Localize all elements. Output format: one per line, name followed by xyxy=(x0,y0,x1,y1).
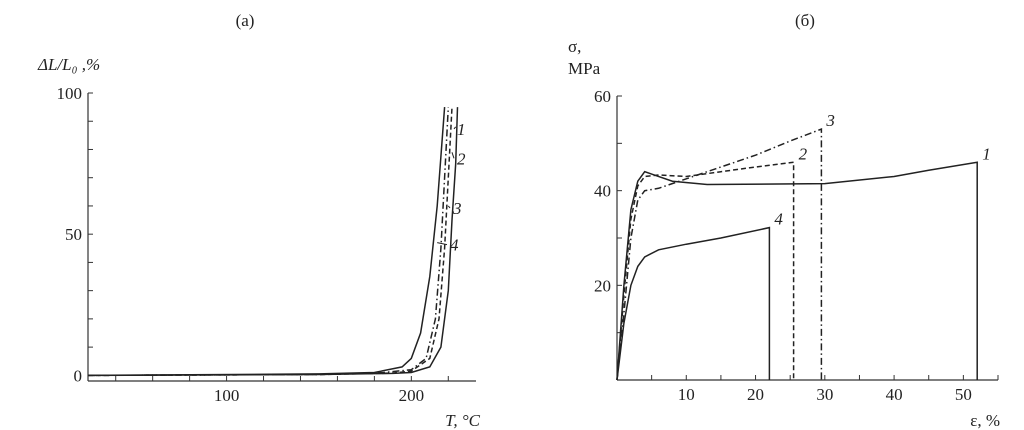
series-3-line xyxy=(616,128,823,381)
series-1-line xyxy=(616,161,978,381)
series-label: 1 xyxy=(457,120,466,139)
series-2-line xyxy=(616,161,795,381)
y-axis-label: ΔL/L₀ ,% xyxy=(37,55,100,74)
series-label-leader xyxy=(437,242,448,246)
x-axis-label: ε, % xyxy=(970,411,1000,430)
series-label-leader xyxy=(447,205,451,209)
panel-title: (б) xyxy=(795,11,815,30)
x-axis-label: T, °C xyxy=(445,411,480,430)
x-tick-label: 50 xyxy=(955,385,972,404)
panel-title: (a) xyxy=(236,11,255,30)
x-tick-label: 20 xyxy=(747,385,764,404)
x-tick-label: 10 xyxy=(678,385,695,404)
x-tick-label: 40 xyxy=(886,385,903,404)
series-4-line xyxy=(87,107,446,377)
y-tick-label: 100 xyxy=(57,84,83,103)
y-tick-label: 20 xyxy=(594,276,611,295)
y-axis-label: σ, xyxy=(568,37,581,56)
x-tick-label: 200 xyxy=(399,386,425,405)
series-label: 1 xyxy=(982,144,991,163)
series-label-leader xyxy=(451,152,455,159)
series-label: 2 xyxy=(457,149,466,168)
series-1-line xyxy=(87,107,459,377)
series-3-line xyxy=(87,107,450,377)
x-tick-label: 100 xyxy=(214,386,240,405)
y-tick-label: 0 xyxy=(74,366,83,385)
x-tick-label: 30 xyxy=(816,385,833,404)
series-label: 3 xyxy=(825,111,835,130)
series-label: 4 xyxy=(450,236,459,255)
y-tick-label: 60 xyxy=(594,87,611,106)
y-tick-label: 40 xyxy=(594,182,611,201)
series-2-line xyxy=(87,107,453,377)
series-label: 3 xyxy=(452,199,462,218)
y-axis-unit: MPa xyxy=(568,59,601,78)
series-label-leader xyxy=(453,126,457,130)
series-4-line xyxy=(616,226,771,381)
series-label: 2 xyxy=(799,144,808,163)
y-tick-label: 50 xyxy=(65,225,82,244)
series-label: 4 xyxy=(774,210,783,229)
